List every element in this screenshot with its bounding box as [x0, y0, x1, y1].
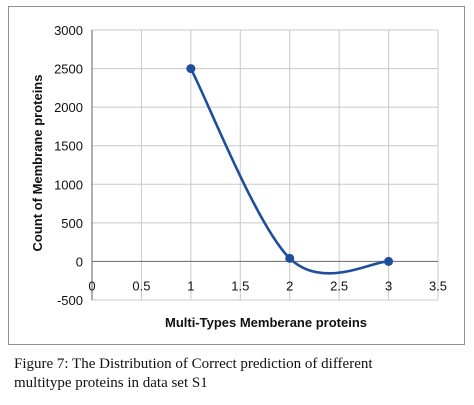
x-tick-label: 0.5 [132, 278, 150, 293]
x-tick-label: 1.5 [231, 278, 249, 293]
caption-line-1: Figure 7: The Distribution of Correct pr… [14, 356, 373, 372]
x-axis-title: Multi-Types Memberane proteins [165, 315, 367, 330]
series-line [189, 67, 389, 275]
y-tick-label: 0 [76, 254, 83, 269]
tick-labels: 3000 2500 2000 1500 1000 500 0 -500 0 0.5 1 1.5 2 2.5… [54, 23, 447, 308]
figure-caption: Figure 7: The Distribution of Correct pr… [14, 355, 454, 393]
x-tick-label: 2.5 [330, 278, 348, 293]
y-tick-label: 2500 [54, 62, 83, 77]
caption-line-2: multitype proteins in data set S1 [14, 375, 208, 391]
y-axis-title: Count of Membrane proteins [30, 75, 45, 252]
y-tick-label: 1000 [54, 177, 83, 192]
data-point [384, 256, 394, 266]
x-tick-label: 0 [88, 278, 95, 293]
y-tick-label: 500 [61, 216, 83, 231]
series-group [186, 64, 394, 275]
y-tick-label: 3000 [54, 23, 83, 38]
y-tick-label: -500 [57, 293, 83, 308]
gridlines [92, 29, 439, 301]
y-tick-label: 1500 [54, 139, 83, 154]
data-point [186, 64, 196, 74]
line-chart: 3000 2500 2000 1500 1000 500 0 -500 0 0.5 1 1.5 2 2.5… [30, 23, 447, 330]
y-tick-label: 2000 [54, 100, 83, 115]
x-tick-label: 2 [286, 278, 293, 293]
x-tick-label: 1 [187, 278, 194, 293]
x-tick-label: 3.5 [429, 278, 447, 293]
data-point [285, 253, 295, 263]
x-tick-label: 3 [385, 278, 392, 293]
